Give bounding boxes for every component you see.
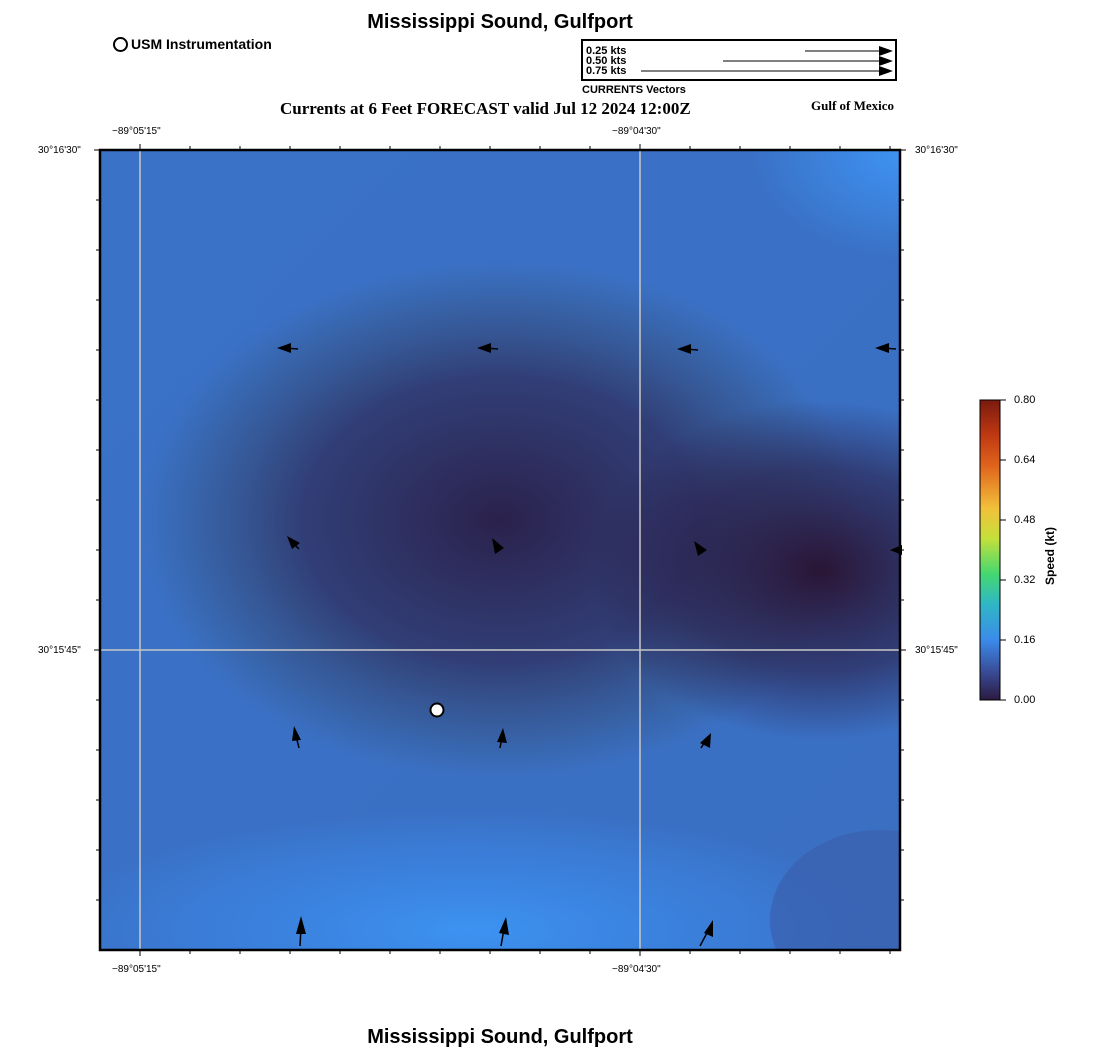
current-vector bbox=[277, 343, 299, 353]
current-vector bbox=[287, 536, 300, 550]
current-vector bbox=[499, 917, 509, 947]
usm-instrumentation-legend: USM Instrumentation bbox=[113, 36, 272, 52]
current-vector bbox=[492, 538, 504, 554]
usm-legend-label: USM Instrumentation bbox=[131, 36, 272, 52]
map-title: Mississippi Sound, Gulfport bbox=[367, 11, 633, 33]
vector-legend-box: 0.25 kts 0.50 kts 0.75 kts bbox=[581, 39, 897, 81]
lat-tick-left-mid: 30°15'45" bbox=[38, 645, 81, 656]
current-vector bbox=[296, 916, 306, 947]
vector-legend-caption: CURRENTS Vectors bbox=[582, 84, 686, 96]
colorbar-tick-label: 0.16 bbox=[1014, 634, 1036, 646]
colorbar-gradient bbox=[979, 399, 1001, 701]
vector-legend-050: 0.50 kts bbox=[586, 55, 627, 67]
region-label: Gulf of Mexico bbox=[811, 98, 895, 113]
footer-title: Mississippi Sound, Gulfport bbox=[367, 1026, 633, 1048]
lon-tick-bottom-right: −89°04'30" bbox=[612, 964, 661, 975]
colorbar-tick-label: 0.00 bbox=[1014, 694, 1036, 706]
colorbar-tick-label: 0.32 bbox=[1014, 574, 1036, 586]
current-speed-map[interactable] bbox=[90, 140, 910, 960]
colorbar-ticks bbox=[1000, 399, 1006, 701]
vector-legend-075: 0.75 kts bbox=[586, 65, 627, 77]
current-vector bbox=[477, 343, 499, 353]
current-vector bbox=[292, 726, 301, 749]
high-speed-zone-northeast bbox=[750, 150, 900, 260]
high-speed-zone-south bbox=[100, 810, 890, 950]
current-vector bbox=[875, 343, 897, 353]
lat-tick-left-top: 30°16'30" bbox=[38, 145, 81, 156]
lat-tick-right-mid: 30°15'45" bbox=[915, 645, 958, 656]
speed-colorbar bbox=[979, 399, 1006, 701]
moderate-speed-zone bbox=[770, 830, 900, 950]
station-circle-icon bbox=[113, 36, 128, 52]
current-vector bbox=[700, 733, 711, 749]
arrow-head-icon bbox=[879, 46, 893, 56]
current-vector bbox=[677, 344, 699, 354]
lon-tick-top-left: −89°05'15" bbox=[112, 126, 161, 137]
usm-station-marker[interactable] bbox=[429, 702, 445, 718]
frame-ticks bbox=[94, 144, 906, 956]
lon-tick-bottom-left: −89°05'15" bbox=[112, 964, 161, 975]
lon-tick-top-right: −89°04'30" bbox=[612, 126, 661, 137]
colorbar-tick-label: 0.48 bbox=[1014, 514, 1036, 526]
colorbar-tick-label: 0.64 bbox=[1014, 454, 1036, 466]
lat-tick-right-top: 30°16'30" bbox=[915, 145, 958, 156]
current-vector bbox=[890, 545, 902, 555]
colorbar-title: Speed (kt) bbox=[1043, 526, 1057, 585]
vector-legend-arrows bbox=[641, 46, 893, 76]
arrow-head-icon bbox=[879, 66, 893, 76]
current-vector bbox=[694, 541, 707, 556]
vector-legend-025: 0.25 kts bbox=[586, 45, 627, 57]
colorbar-tick-label: 0.80 bbox=[1014, 394, 1036, 406]
lowest-speed-zone bbox=[590, 400, 900, 740]
forecast-subtitle: Currents at 6 Feet FORECAST valid Jul 12… bbox=[280, 99, 691, 118]
current-vector bbox=[497, 728, 507, 749]
arrow-head-icon bbox=[879, 56, 893, 66]
current-vector bbox=[699, 920, 713, 947]
